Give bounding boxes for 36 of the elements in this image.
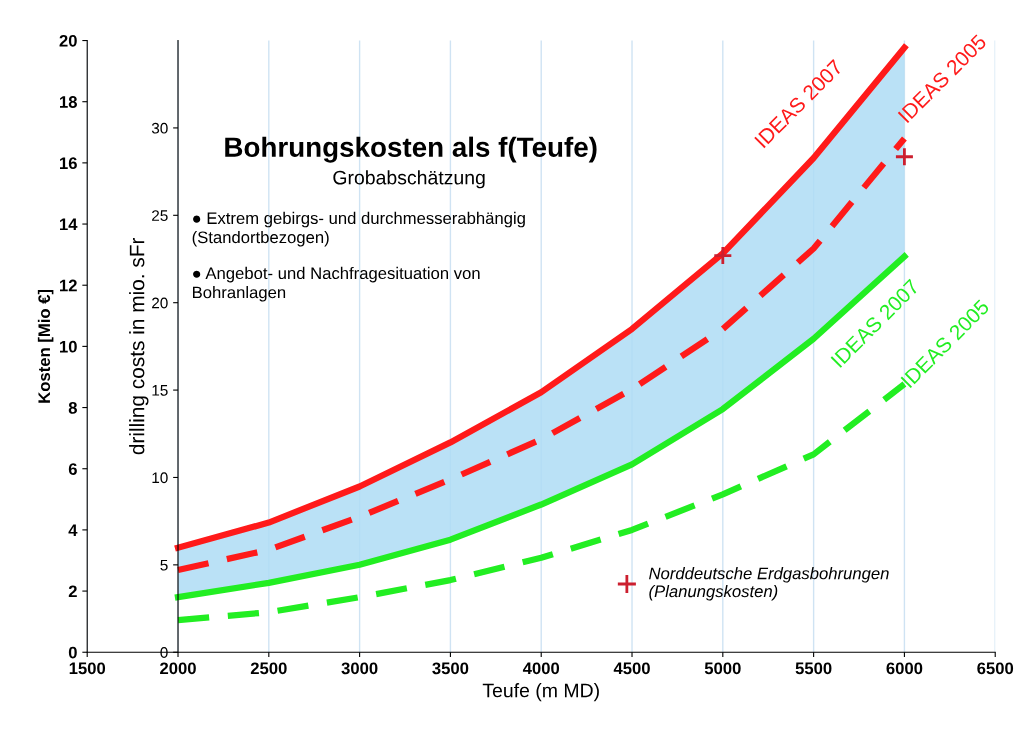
y-tick-label: 6 bbox=[68, 463, 77, 475]
x-tick-label: 5000 bbox=[704, 662, 741, 675]
annotation: ● Extrem gebirgs- und durchmesserabhängig (Standortbezogen) bbox=[192, 211, 525, 247]
x-tick-label: 6000 bbox=[886, 662, 923, 675]
annotation: ● Angebot- und Nachfragesituation von Bohranlagen bbox=[193, 266, 480, 302]
x-tick-label: 6500 bbox=[977, 662, 1014, 675]
y-tick-label: 10 bbox=[60, 340, 77, 353]
x-tick-label: 4500 bbox=[613, 662, 650, 675]
y-tick-label: 2 bbox=[68, 585, 77, 598]
x-tick-label: 1500 bbox=[69, 662, 106, 675]
y2-axis-title: drilling costs in mio. sFr bbox=[129, 237, 149, 455]
x-tick-label: 3000 bbox=[341, 662, 378, 675]
text: Bohrungskosten als f(Teufe) bbox=[225, 136, 597, 163]
x-tick-label: 2500 bbox=[250, 662, 287, 675]
y2-tick-label: 20 bbox=[152, 297, 168, 309]
y-tick-label: 4 bbox=[68, 524, 78, 536]
y2-tick-label: 10 bbox=[152, 472, 168, 484]
x-tick-label: 2000 bbox=[160, 662, 196, 675]
y2-tick-label: 15 bbox=[152, 385, 168, 396]
x-axis-title: Teufe (m MD) bbox=[482, 683, 599, 702]
y-tick-label: 14 bbox=[60, 218, 78, 231]
y-tick-label: 12 bbox=[60, 279, 77, 292]
y-tick-label: 0 bbox=[68, 646, 77, 659]
x-tick-label: 3500 bbox=[432, 662, 469, 675]
y-tick-label: 18 bbox=[60, 96, 77, 108]
y2-tick-label: 30 bbox=[151, 122, 168, 134]
text: Grobabschätzung bbox=[333, 170, 485, 189]
y2-tick-label: 25 bbox=[152, 210, 168, 221]
y-axis-title: Kosten [Mio €] bbox=[37, 289, 54, 403]
x-tick-label: 4000 bbox=[522, 662, 560, 675]
legend-label: Norddeutsche Erdgasbohrungen (Planungskosten) bbox=[649, 567, 889, 601]
y2-tick-label: 5 bbox=[160, 559, 168, 571]
x-tick-label: 5500 bbox=[795, 662, 832, 675]
y-tick-label: 20 bbox=[59, 34, 77, 47]
y-tick-label: 8 bbox=[68, 401, 77, 414]
y-tick-label: 16 bbox=[60, 157, 77, 170]
